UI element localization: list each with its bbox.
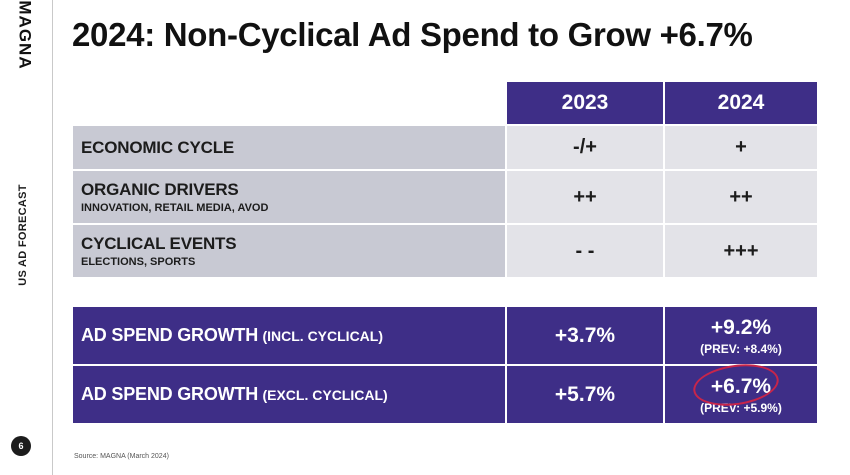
growth-value-2023: +3.7%	[507, 307, 663, 364]
driver-label: ECONOMIC CYCLE	[81, 137, 235, 157]
growth-label-cell: AD SPEND GROWTH (INCL. CYCLICAL)	[73, 307, 505, 364]
slide-title: 2024: Non-Cyclical Ad Spend to Grow +6.7…	[72, 16, 753, 53]
column-header-2023: 2023	[507, 82, 663, 124]
growth-value-2023: +5.7%	[507, 366, 663, 423]
page-number-badge: 6	[11, 436, 31, 456]
growth-qualifier: (INCL. CYCLICAL)	[262, 328, 384, 344]
growth-percent: +9.2%	[710, 315, 772, 339]
driver-row-economic-cycle: ECONOMIC CYCLE -/+ +	[73, 126, 817, 169]
driver-label: ORGANIC DRIVERS	[81, 180, 239, 199]
driver-label-cell: ECONOMIC CYCLE	[73, 126, 505, 169]
driver-value-2023: - -	[507, 225, 663, 277]
driver-sublabel: ELECTIONS, SPORTS	[81, 256, 196, 268]
driver-symbol: +	[735, 136, 747, 158]
growth-row-incl-cyclical: AD SPEND GROWTH (INCL. CYCLICAL) +3.7% +…	[73, 307, 817, 364]
previous-forecast: (PREV: +8.4%)	[700, 341, 782, 356]
driver-symbol: ++	[573, 185, 597, 208]
driver-row-organic-drivers: ORGANIC DRIVERS INNOVATION, RETAIL MEDIA…	[73, 171, 817, 223]
sidebar-divider	[52, 0, 53, 475]
driver-symbol: -/+	[573, 136, 597, 158]
driver-label: CYCLICAL EVENTS	[81, 234, 237, 253]
driver-value-2024: +	[665, 126, 817, 169]
growth-label-cell: AD SPEND GROWTH (EXCL. CYCLICAL)	[73, 366, 505, 423]
growth-row-excl-cyclical: AD SPEND GROWTH (EXCL. CYCLICAL) +5.7% +…	[73, 366, 817, 423]
magna-logo: MAGNA	[5, 0, 45, 69]
growth-label: AD SPEND GROWTH	[81, 325, 259, 345]
section-label-text: US AD FORECAST	[16, 184, 29, 286]
driver-symbol: ++	[729, 185, 753, 208]
growth-percent: +5.7%	[554, 382, 616, 406]
driver-symbol: +++	[723, 239, 759, 262]
growth-percent: +6.7%	[710, 374, 772, 398]
driver-value-2023: ++	[507, 171, 663, 223]
growth-qualifier: (EXCL. CYCLICAL)	[262, 387, 388, 403]
previous-forecast: (PREV: +5.9%)	[700, 400, 782, 415]
driver-row-cyclical-events: CYCLICAL EVENTS ELECTIONS, SPORTS - - ++…	[73, 225, 817, 277]
growth-label: AD SPEND GROWTH	[81, 384, 259, 404]
growth-value-2024: +6.7% (PREV: +5.9%)	[665, 366, 817, 423]
driver-label-cell: ORGANIC DRIVERS INNOVATION, RETAIL MEDIA…	[73, 171, 505, 223]
section-label: US AD FORECAST	[17, 170, 29, 300]
column-header-2024: 2024	[665, 82, 817, 124]
growth-percent: +3.7%	[554, 323, 616, 347]
driver-value-2023: -/+	[507, 126, 663, 169]
source-note: Source: MAGNA (March 2024)	[74, 453, 169, 460]
driver-label-cell: CYCLICAL EVENTS ELECTIONS, SPORTS	[73, 225, 505, 277]
growth-value-2024: +9.2% (PREV: +8.4%)	[665, 307, 817, 364]
driver-value-2024: +++	[665, 225, 817, 277]
driver-sublabel: INNOVATION, RETAIL MEDIA, AVOD	[81, 202, 269, 214]
logo-text: MAGNA	[16, 0, 35, 70]
driver-symbol: - -	[575, 239, 595, 262]
driver-value-2024: ++	[665, 171, 817, 223]
